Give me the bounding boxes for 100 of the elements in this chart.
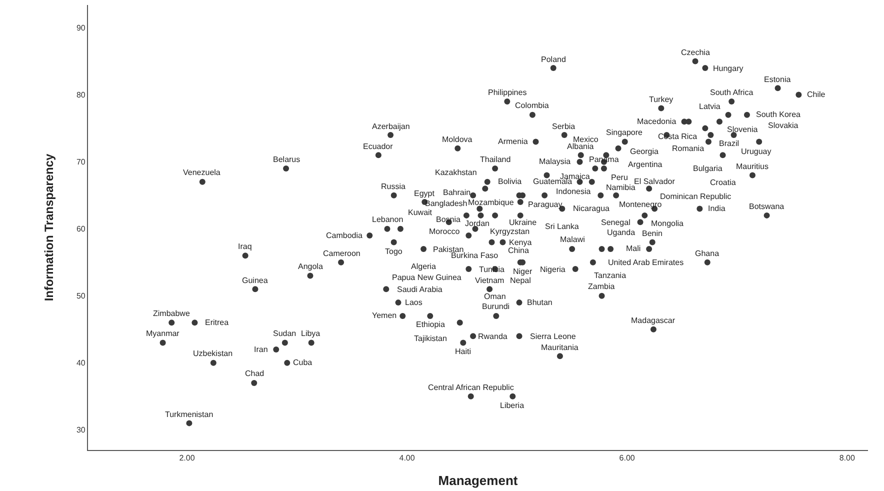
annotation: Singapore [606, 128, 644, 137]
annotation: Sri Lanka [545, 222, 580, 231]
x-tick-label: 2.00 [179, 454, 196, 463]
annotation: Moldova [442, 135, 473, 144]
annotation: Tajikistan [414, 334, 447, 343]
x-axis-title: Management [438, 473, 518, 488]
annotation: Mozambique [468, 198, 514, 207]
annotation: China [508, 246, 530, 255]
annotation: Algeria [411, 262, 436, 271]
annotation: United Arab Emirates [608, 258, 684, 267]
annotation: South Africa [710, 88, 754, 97]
annotation: Libya [301, 329, 321, 338]
annotation: Indonesia [556, 187, 592, 196]
annotation: Azerbaijan [372, 122, 410, 131]
annotation: Iraq [238, 242, 252, 251]
annotation: Uzbekistan [193, 349, 233, 358]
annotation: Paraguay [528, 200, 562, 209]
annotation: Yemen [372, 311, 397, 320]
annotation: Poland [541, 55, 566, 64]
annotation: Central African Republic [428, 383, 514, 392]
annotation: Botswana [749, 202, 785, 211]
x-tick-label: 4.00 [399, 454, 416, 463]
annotation: Turkey [649, 95, 674, 104]
annotation: Bahrain [443, 188, 471, 197]
annotation: Cameroon [323, 249, 360, 258]
annotation: Ukraine [509, 218, 538, 227]
annotation: Rwanda [478, 332, 508, 341]
annotation: Malaysia [539, 157, 572, 166]
annotation: Kuwait [408, 208, 433, 217]
annotation: Czechia [681, 48, 710, 57]
annotation: Nepal [510, 276, 532, 285]
annotation: Uganda [607, 228, 636, 237]
annotation: Dominican Republic [660, 192, 732, 201]
annotation: Turkmenistan [165, 410, 214, 419]
annotation: Bangladesh [425, 199, 468, 208]
annotation: Lebanon [372, 215, 404, 224]
annotation: Latvia [699, 102, 721, 111]
annotation: Jamaica [560, 172, 590, 181]
annotation: Vietnam [475, 276, 505, 285]
annotation: El Salvador [634, 177, 676, 186]
annotation: Hungary [713, 64, 744, 73]
annotation: Cuba [293, 358, 313, 367]
annotation: Niger [513, 267, 532, 276]
annotation: Peru [611, 173, 628, 182]
annotation: Mauritania [541, 343, 579, 352]
annotation: Mauritius [736, 162, 768, 171]
annotation: Namibia [606, 183, 636, 192]
annotation: Venezuela [183, 168, 221, 177]
annotation: Belarus [273, 155, 300, 164]
annotation: Kazakhstan [435, 168, 477, 177]
annotation: Chad [245, 369, 264, 378]
annotation: Albania [567, 142, 594, 151]
annotation: Benin [642, 229, 662, 238]
annotation: Bolivia [498, 177, 522, 186]
y-axis-title: Information Transparency [42, 153, 56, 302]
annotation: Sierra Leone [530, 332, 576, 341]
annotation: Romania [672, 144, 705, 153]
annotation: India [708, 204, 726, 213]
annotation: Burundi [482, 302, 510, 311]
y-tick-label: 50 [76, 292, 86, 301]
annotation: Malawi [560, 235, 586, 244]
annotation: Kenya [509, 238, 532, 247]
annotation: Oman [484, 292, 506, 301]
y-tick-label: 60 [76, 224, 86, 234]
y-tick-label: 70 [76, 158, 86, 167]
annotation: Papua New Guinea [392, 273, 462, 282]
annotation: Russia [381, 182, 406, 191]
annotation: Madagascar [631, 316, 676, 325]
annotation: Togo [385, 247, 403, 256]
annotation: Macedonia [637, 117, 677, 126]
annotation: Saudi Arabia [397, 285, 443, 294]
annotation: Senegal [601, 218, 631, 227]
annotation: Mexico [573, 135, 599, 144]
annotation: Slovakia [768, 121, 799, 130]
annotation: Guinea [242, 276, 268, 285]
annotation: Philippines [488, 88, 527, 97]
annotation: Slovenia [727, 125, 758, 134]
annotation: Ecuador [363, 142, 394, 151]
annotation: Jordan [465, 219, 490, 228]
annotation: Myanmar [146, 329, 180, 338]
annotation: Egypt [414, 189, 436, 198]
y-tick-label: 90 [76, 24, 86, 33]
annotation: Laos [405, 298, 422, 307]
annotation: Argentina [628, 160, 663, 169]
y-tick-label: 40 [76, 358, 86, 368]
annotation: Ghana [695, 249, 720, 258]
annotation: Haiti [455, 347, 472, 356]
annotation: Brazil [719, 139, 740, 148]
annotation: Zimbabwe [153, 309, 190, 318]
annotation: Cambodia [326, 231, 364, 240]
annotation: Nigeria [540, 265, 566, 274]
annotation: Armenia [498, 137, 528, 146]
annotation: Croatia [710, 178, 736, 187]
annotation: Iran [254, 345, 268, 354]
annotation: Estonia [764, 75, 792, 84]
annotation: Kyrgyzstan [490, 227, 530, 236]
annotation: Serbia [552, 122, 576, 131]
annotation: Liberia [500, 401, 525, 410]
annotation: Bhutan [527, 298, 552, 307]
x-tick-label: 6.00 [619, 454, 636, 463]
